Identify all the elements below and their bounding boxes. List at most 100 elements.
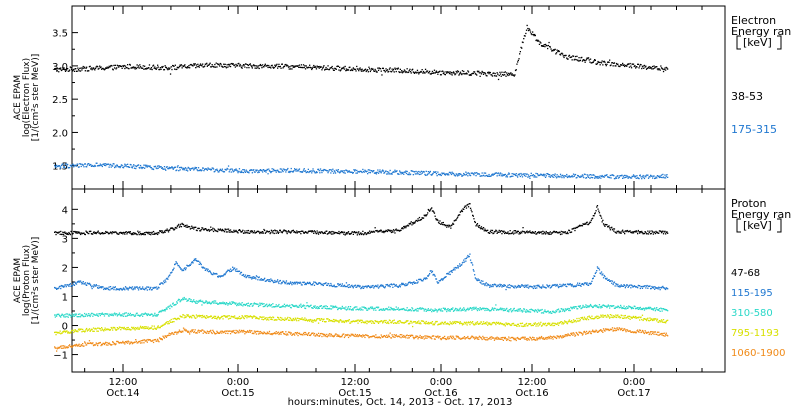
data-point bbox=[164, 309, 165, 310]
data-point bbox=[602, 273, 603, 274]
data-point bbox=[261, 67, 262, 68]
data-point bbox=[249, 233, 250, 234]
data-point bbox=[396, 71, 397, 72]
data-point bbox=[369, 68, 370, 69]
data-point bbox=[55, 231, 56, 232]
data-point bbox=[442, 224, 443, 225]
data-point bbox=[660, 65, 661, 66]
data-point bbox=[600, 178, 601, 179]
data-point bbox=[143, 69, 144, 70]
data-point bbox=[212, 228, 213, 229]
data-point bbox=[155, 166, 156, 167]
data-point bbox=[389, 69, 390, 70]
data-point bbox=[636, 66, 637, 67]
data-point bbox=[351, 69, 352, 70]
data-point bbox=[241, 171, 242, 172]
data-point bbox=[281, 317, 282, 318]
data-point bbox=[437, 172, 438, 173]
data-point bbox=[310, 305, 311, 306]
data-point bbox=[207, 270, 208, 271]
data-point bbox=[471, 75, 472, 76]
data-point bbox=[109, 286, 110, 287]
data-point bbox=[606, 307, 607, 308]
data-point bbox=[188, 314, 189, 315]
data-point bbox=[376, 173, 377, 174]
data-point bbox=[120, 166, 121, 167]
data-point bbox=[280, 230, 281, 231]
data-point bbox=[390, 67, 391, 68]
data-point bbox=[96, 285, 97, 286]
data-point bbox=[497, 286, 498, 287]
data-point bbox=[438, 282, 439, 283]
data-point bbox=[543, 174, 544, 175]
data-point bbox=[74, 316, 75, 317]
data-point bbox=[310, 319, 311, 320]
data-point bbox=[62, 285, 63, 286]
data-point bbox=[595, 60, 596, 61]
data-point bbox=[428, 173, 429, 174]
data-point bbox=[280, 280, 281, 281]
data-point bbox=[488, 174, 489, 175]
data-point bbox=[541, 231, 542, 232]
data-point bbox=[185, 269, 186, 270]
data-point bbox=[226, 169, 227, 170]
data-point bbox=[297, 283, 298, 284]
data-point bbox=[621, 284, 622, 285]
data-point bbox=[352, 70, 353, 71]
data-point bbox=[445, 309, 446, 310]
data-point bbox=[629, 67, 630, 68]
data-point bbox=[64, 316, 65, 317]
data-point bbox=[142, 316, 143, 317]
data-point bbox=[437, 74, 438, 75]
data-point bbox=[524, 175, 525, 176]
data-point bbox=[574, 176, 575, 177]
data-point bbox=[231, 171, 232, 172]
data-point bbox=[318, 323, 319, 324]
data-point bbox=[535, 288, 536, 289]
data-point bbox=[125, 286, 126, 287]
data-point bbox=[327, 68, 328, 69]
data-point bbox=[614, 282, 615, 283]
data-point bbox=[637, 287, 638, 288]
data-point bbox=[344, 322, 345, 323]
data-point bbox=[527, 177, 528, 178]
data-point bbox=[213, 231, 214, 232]
data-point bbox=[327, 306, 328, 307]
data-point bbox=[125, 66, 126, 67]
data-point bbox=[284, 66, 285, 67]
data-point bbox=[255, 65, 256, 66]
data-point bbox=[602, 175, 603, 176]
data-point bbox=[175, 263, 176, 264]
data-point bbox=[285, 171, 286, 172]
data-point bbox=[433, 72, 434, 73]
data-point bbox=[330, 231, 331, 232]
data-point bbox=[426, 311, 427, 312]
data-point bbox=[110, 286, 111, 287]
data-point bbox=[104, 165, 105, 166]
data-point bbox=[249, 306, 250, 307]
data-point bbox=[619, 285, 620, 286]
data-point bbox=[636, 178, 637, 179]
data-point bbox=[197, 64, 198, 65]
data-point bbox=[235, 269, 236, 270]
data-point bbox=[466, 174, 467, 175]
data-point bbox=[610, 64, 611, 65]
data-point bbox=[100, 328, 101, 329]
data-point bbox=[338, 66, 339, 67]
data-point bbox=[248, 275, 249, 276]
data-point bbox=[527, 231, 528, 232]
data-point bbox=[632, 176, 633, 177]
data-point bbox=[246, 64, 247, 65]
data-point bbox=[253, 169, 254, 170]
data-point bbox=[492, 284, 493, 285]
data-point bbox=[301, 64, 302, 65]
data-point bbox=[201, 317, 202, 318]
data-point bbox=[658, 233, 659, 234]
data-point bbox=[357, 69, 358, 70]
data-point bbox=[402, 172, 403, 173]
data-point bbox=[134, 67, 135, 68]
data-point bbox=[503, 286, 504, 287]
data-point bbox=[516, 232, 517, 233]
data-point bbox=[277, 68, 278, 69]
